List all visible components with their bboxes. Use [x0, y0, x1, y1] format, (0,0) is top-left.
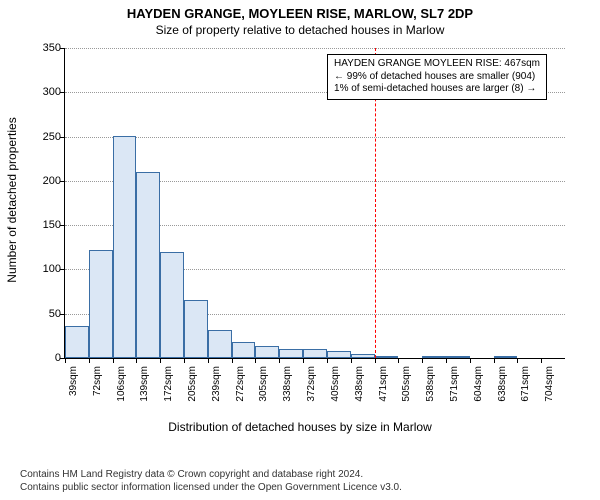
xtick-mark	[89, 358, 90, 363]
xtick-label: 405sqm	[330, 366, 341, 402]
chart-title: HAYDEN GRANGE, MOYLEEN RISE, MARLOW, SL7…	[0, 0, 600, 21]
xtick-label: 471sqm	[378, 366, 389, 402]
xtick-mark	[422, 358, 423, 363]
chart-container: HAYDEN GRANGE, MOYLEEN RISE, MARLOW, SL7…	[0, 0, 600, 500]
xtick-mark	[255, 358, 256, 363]
xtick-mark	[494, 358, 495, 363]
xtick-label: 704sqm	[544, 366, 555, 402]
plot-area: 05010015020025030035039sqm72sqm106sqm139…	[64, 48, 565, 359]
xtick-mark	[303, 358, 304, 363]
histogram-bar	[255, 346, 279, 358]
histogram-bar	[232, 342, 256, 358]
xtick-mark	[398, 358, 399, 363]
xtick-mark	[208, 358, 209, 363]
xtick-label: 638sqm	[497, 366, 508, 402]
xtick-label: 604sqm	[473, 366, 484, 402]
plot-wrap: 05010015020025030035039sqm72sqm106sqm139…	[64, 48, 564, 358]
info-box-line: 1% of semi-detached houses are larger (8…	[334, 83, 540, 96]
histogram-bar	[65, 326, 89, 358]
xtick-mark	[446, 358, 447, 363]
footer-attribution: Contains HM Land Registry data © Crown c…	[20, 468, 402, 494]
xtick-mark	[113, 358, 114, 363]
histogram-bar	[113, 136, 137, 358]
xtick-mark	[136, 358, 137, 363]
y-axis-label: Number of detached properties	[5, 117, 19, 282]
ytick-label: 300	[21, 86, 61, 98]
xtick-label: 372sqm	[306, 366, 317, 402]
gridline	[65, 137, 565, 138]
xtick-mark	[327, 358, 328, 363]
xtick-mark	[517, 358, 518, 363]
info-box: HAYDEN GRANGE MOYLEEN RISE: 467sqm← 99% …	[327, 54, 547, 100]
histogram-bar	[375, 356, 399, 358]
info-box-line: ← 99% of detached houses are smaller (90…	[334, 71, 540, 84]
xtick-mark	[375, 358, 376, 363]
xtick-label: 305sqm	[258, 366, 269, 402]
xtick-label: 72sqm	[92, 366, 103, 396]
xtick-mark	[232, 358, 233, 363]
histogram-bar	[279, 349, 303, 358]
x-axis-label: Distribution of detached houses by size …	[0, 420, 600, 434]
xtick-label: 272sqm	[235, 366, 246, 402]
footer-line-2: Contains public sector information licen…	[20, 481, 402, 494]
xtick-label: 106sqm	[116, 366, 127, 402]
xtick-mark	[541, 358, 542, 363]
ytick-label: 200	[21, 175, 61, 187]
chart-subtitle: Size of property relative to detached ho…	[0, 21, 600, 37]
xtick-mark	[279, 358, 280, 363]
xtick-mark	[351, 358, 352, 363]
gridline	[65, 48, 565, 49]
ytick-label: 50	[21, 308, 61, 320]
histogram-bar	[494, 356, 518, 358]
xtick-label: 139sqm	[139, 366, 150, 402]
xtick-label: 239sqm	[211, 366, 222, 402]
ytick-label: 250	[21, 131, 61, 143]
ytick-label: 0	[21, 352, 61, 364]
histogram-bar	[89, 250, 113, 358]
xtick-label: 571sqm	[449, 366, 460, 402]
xtick-label: 172sqm	[163, 366, 174, 402]
ytick-label: 150	[21, 219, 61, 231]
footer-line-1: Contains HM Land Registry data © Crown c…	[20, 468, 402, 481]
histogram-bar	[160, 252, 184, 358]
ytick-label: 100	[21, 263, 61, 275]
xtick-label: 505sqm	[401, 366, 412, 402]
info-box-line: HAYDEN GRANGE MOYLEEN RISE: 467sqm	[334, 58, 540, 71]
histogram-bar	[351, 354, 375, 358]
xtick-mark	[160, 358, 161, 363]
xtick-label: 338sqm	[282, 366, 293, 402]
xtick-mark	[184, 358, 185, 363]
histogram-bar	[184, 300, 208, 358]
ytick-label: 350	[21, 42, 61, 54]
xtick-label: 538sqm	[425, 366, 436, 402]
xtick-mark	[65, 358, 66, 363]
histogram-bar	[327, 351, 351, 358]
histogram-bar	[208, 330, 232, 358]
xtick-mark	[470, 358, 471, 363]
histogram-bar	[422, 356, 446, 358]
xtick-label: 671sqm	[520, 366, 531, 402]
xtick-label: 438sqm	[354, 366, 365, 402]
histogram-bar	[136, 172, 160, 358]
xtick-label: 205sqm	[187, 366, 198, 402]
xtick-label: 39sqm	[68, 366, 79, 396]
histogram-bar	[303, 349, 327, 358]
histogram-bar	[446, 356, 470, 358]
